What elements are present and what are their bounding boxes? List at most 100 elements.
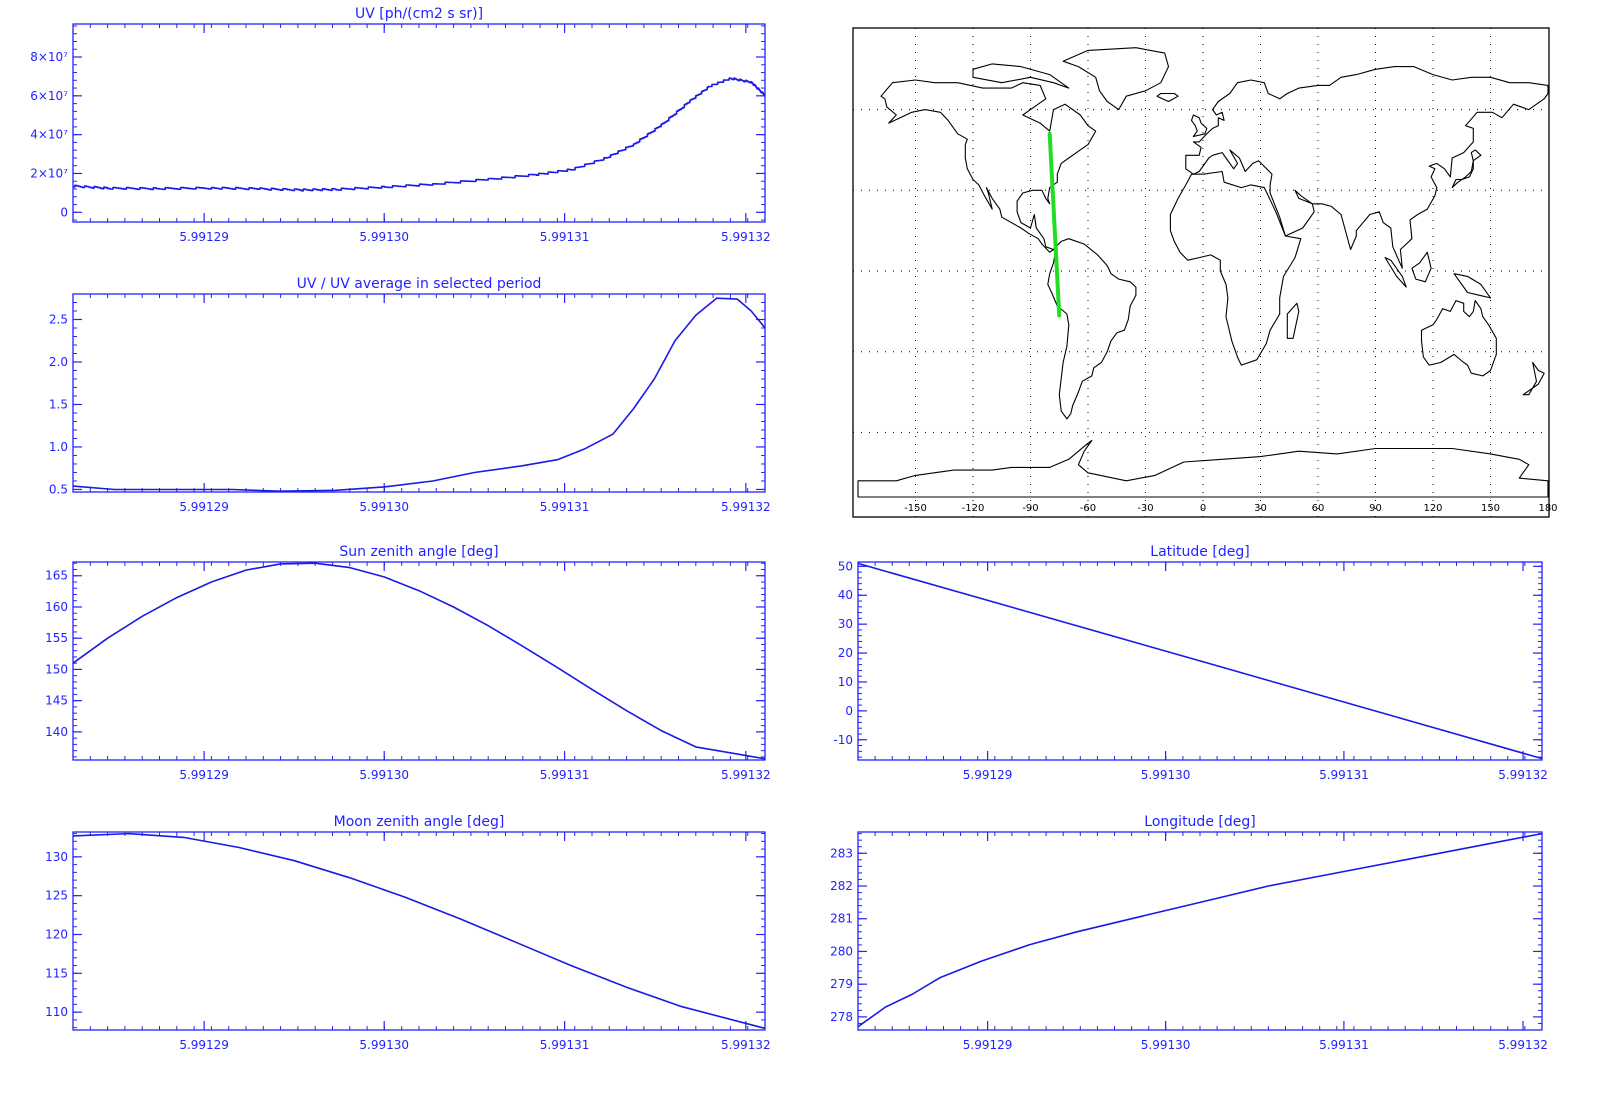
map-longitude-label: 150: [1481, 503, 1500, 514]
y-tick-label: 120: [45, 927, 68, 941]
x-tick-label: 5.99129: [179, 230, 229, 244]
coastline-australia: [1420, 300, 1497, 377]
moon-zenith-chart: Moon zenith angle [deg] 5.99129 5.99130 5.9…: [45, 814, 771, 1052]
x-tick-label: 5.99132: [721, 230, 771, 244]
y-tick-label: 2.0: [49, 355, 68, 369]
x-tick-label: 5.99132: [721, 768, 771, 782]
x-tick-label: 5.99130: [359, 500, 409, 514]
y-tick-label: 160: [45, 600, 68, 614]
x-tick-label: 5.99131: [540, 500, 590, 514]
y-tick-label: 280: [830, 944, 853, 958]
coastline-japan: [1451, 149, 1482, 189]
y-tick-label: 0.5: [49, 482, 68, 496]
y-tick-label: 2.5: [49, 312, 68, 326]
map-longitude-label: -150: [904, 503, 927, 514]
x-tick-label: 5.99131: [540, 1038, 590, 1052]
latitude-chart: Latitude [deg] 5.99129 5.99130 5.99131 5.991…: [833, 544, 1547, 782]
coastline-arctic-islands: [972, 63, 1070, 89]
ground-track: [1047, 131, 1062, 318]
plot-frame: [72, 23, 766, 223]
coastline-north-america: [880, 79, 1097, 253]
map-longitude-label: 30: [1254, 503, 1267, 514]
y-tick-label: 150: [45, 662, 68, 676]
chart-title: UV / UV average in selected period: [297, 276, 542, 292]
x-tick-label: 5.99131: [540, 768, 590, 782]
y-tick-label: 8×10⁷: [30, 50, 68, 64]
x-tick-label: 5.99130: [359, 768, 409, 782]
y-tick-label: 10: [838, 675, 853, 689]
uv-chart: UV [ph/(cm2 s sr)] 5.99129 5.99130 5.99131 5…: [30, 6, 770, 244]
y-tick-label: 110: [45, 1005, 68, 1019]
data-line: [72, 297, 766, 492]
y-tick-label: 125: [45, 889, 68, 903]
y-tick-label: 115: [45, 966, 68, 980]
x-tick-label: 5.99130: [1141, 768, 1191, 782]
x-tick-label: 5.99130: [1141, 1038, 1191, 1052]
coastline-madagascar: [1286, 302, 1300, 339]
data-line: [73, 77, 765, 192]
plot-frame: [72, 831, 766, 1031]
chart-title: Longitude [deg]: [1144, 814, 1255, 830]
x-tick-label: 5.99132: [721, 1038, 771, 1052]
y-tick-label: 2×10⁷: [30, 166, 68, 180]
map-longitude-label: -90: [1022, 503, 1038, 514]
map-longitude-label: 60: [1312, 503, 1325, 514]
coastline-sumatra: [1384, 257, 1407, 288]
y-tick-label: 282: [830, 879, 853, 893]
chart-title: UV [ph/(cm2 s sr)]: [355, 6, 483, 22]
uv-ratio-chart: UV / UV average in selected period 5.9912…: [49, 276, 771, 514]
map-longitude-label: -30: [1137, 503, 1153, 514]
map-longitude-label: 120: [1423, 503, 1442, 514]
x-tick-label: 5.99131: [1319, 768, 1369, 782]
chart-title: Latitude [deg]: [1150, 544, 1249, 560]
y-tick-label: 20: [838, 646, 853, 660]
plot-frame: [857, 831, 1543, 1031]
coastline-borneo: [1411, 251, 1432, 283]
y-tick-label: 140: [45, 725, 68, 739]
plot-frame: [72, 293, 766, 493]
data-line: [72, 562, 766, 760]
y-tick-label: 278: [830, 1010, 853, 1024]
x-tick-label: 5.99132: [721, 500, 771, 514]
coastline-new-guinea: [1453, 273, 1492, 299]
y-tick-label: 0: [60, 205, 68, 219]
chart-title: Sun zenith angle [deg]: [339, 544, 498, 560]
coastline-eurasia: [1185, 66, 1549, 269]
y-tick-label: 145: [45, 694, 68, 708]
y-tick-label: 155: [45, 631, 68, 645]
x-tick-label: 5.99132: [1498, 1038, 1548, 1052]
y-tick-label: 130: [45, 850, 68, 864]
x-tick-label: 5.99129: [179, 768, 229, 782]
coastline-iceland: [1156, 92, 1179, 103]
y-tick-label: 279: [830, 977, 853, 991]
map-longitude-label: 0: [1200, 503, 1206, 514]
x-tick-label: 5.99132: [1498, 768, 1548, 782]
y-tick-label: 4×10⁷: [30, 128, 68, 142]
x-tick-label: 5.99129: [179, 1038, 229, 1052]
map-longitude-label: 90: [1369, 503, 1382, 514]
y-tick-label: 30: [838, 617, 853, 631]
chart-title: Moon zenith angle [deg]: [334, 814, 505, 830]
map-longitude-label: 180: [1538, 503, 1557, 514]
data-line: [857, 832, 1543, 1028]
y-tick-label: 1.0: [49, 440, 68, 454]
x-tick-label: 5.99131: [540, 230, 590, 244]
map-frame: [852, 27, 1550, 518]
coastline-britain: [1190, 114, 1208, 138]
y-tick-label: 50: [838, 559, 853, 573]
x-tick-label: 5.99131: [1319, 1038, 1369, 1052]
coastline-new-zealand: [1522, 361, 1545, 396]
map-longitude-label: -60: [1080, 503, 1096, 514]
y-tick-label: 165: [45, 569, 68, 583]
x-tick-label: 5.99129: [179, 500, 229, 514]
data-line: [857, 562, 1543, 760]
y-tick-label: 281: [830, 912, 853, 926]
y-tick-label: 1.5: [49, 397, 68, 411]
sun-zenith-chart: Sun zenith angle [deg] 5.99129 5.99130 5.99…: [45, 544, 771, 782]
x-tick-label: 5.99129: [963, 1038, 1013, 1052]
coastline-antarctica: [857, 439, 1549, 498]
x-tick-label: 5.99130: [359, 1038, 409, 1052]
y-tick-label: 6×10⁷: [30, 89, 68, 103]
y-tick-label: 40: [838, 588, 853, 602]
